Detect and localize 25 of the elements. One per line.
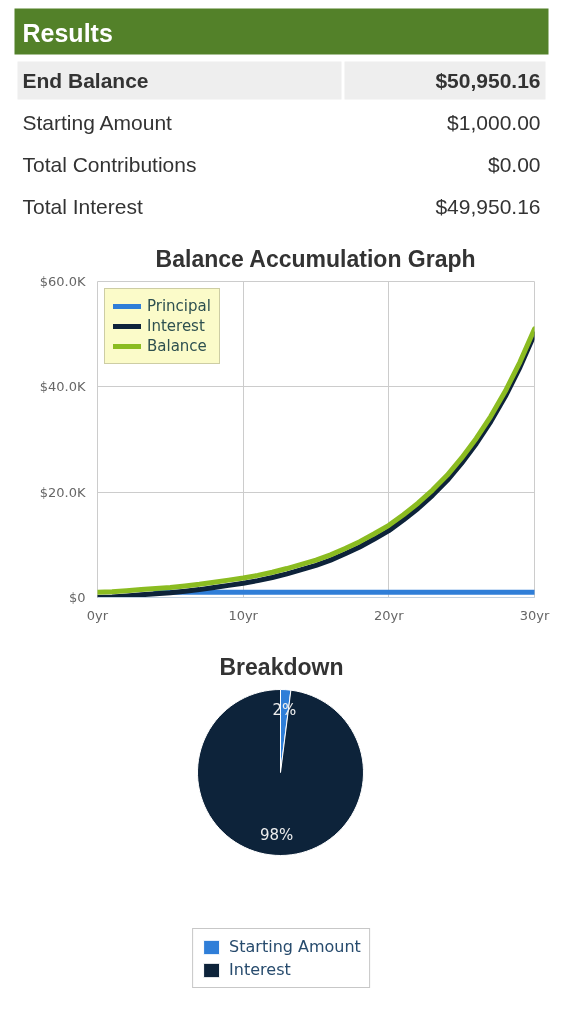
data-label: 98% xyxy=(259,825,294,844)
chart-title: Balance Accumulation Graph xyxy=(155,245,476,272)
text: $49,950.16 xyxy=(435,195,541,218)
text: $50,950.16 xyxy=(435,69,541,92)
legend-label: Starting Amount xyxy=(229,937,361,956)
text: $0.00 xyxy=(487,153,541,176)
y-tick-label: $60.0K xyxy=(39,274,86,289)
text: Results xyxy=(22,18,113,47)
x-tick-label: 20yr xyxy=(374,607,405,623)
text: Total Contributions xyxy=(22,153,197,176)
chart-title: Breakdown xyxy=(219,653,344,680)
text: Total Interest xyxy=(22,195,143,218)
y-tick-label: $20.0K xyxy=(39,484,86,500)
text: $1,000.00 xyxy=(447,111,541,134)
legend-label: Principal xyxy=(147,297,211,315)
x-tick-label: 30yr xyxy=(519,607,550,623)
x-tick-label: 10yr xyxy=(228,607,259,623)
y-tick-label: $40.0K xyxy=(39,379,86,395)
legend-label: Interest xyxy=(229,960,291,979)
y-tick-label: $0 xyxy=(68,590,86,605)
text: End Balance xyxy=(22,69,149,92)
x-tick-label: 0yr xyxy=(86,607,109,623)
legend-label: Balance xyxy=(147,337,207,355)
legend-label: Interest xyxy=(147,317,205,335)
text: Starting Amount xyxy=(22,111,173,134)
